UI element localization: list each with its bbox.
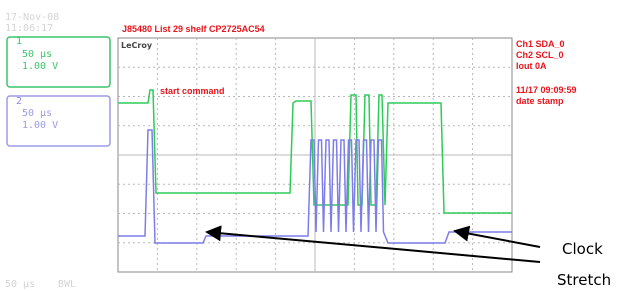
legend-item: Ch1 SDA_0	[516, 39, 565, 49]
brand: LeCroy	[121, 41, 153, 50]
channel-number: 2	[16, 96, 22, 107]
stamp: 11/17 09:09:59	[516, 85, 577, 95]
volts: 1.00 V	[22, 61, 58, 72]
legend-item: Iout 0A	[516, 61, 547, 71]
footer-timebase: 50 µs	[5, 279, 35, 290]
callout: Stretch	[557, 271, 611, 289]
volts: 1.00 V	[22, 120, 58, 131]
scope-title: J85480 List 29 shelf CP2725AC54	[122, 24, 265, 34]
callout: Clock	[562, 240, 603, 258]
timebase: 50 µs	[22, 49, 52, 60]
annotation: start command	[160, 86, 225, 96]
date: 17-Nov-08	[5, 12, 59, 23]
timebase: 50 µs	[22, 108, 52, 119]
footer-bwl: BWL	[58, 279, 76, 290]
screenshot: 17-Nov-08 11:06:17 1 50 µs 1.00 V 2 50 µ…	[0, 0, 635, 291]
channel-number: 1	[16, 36, 22, 47]
stamp-label: date stamp	[516, 96, 564, 106]
page: {"timestamp": {"date": "17-Nov-08", "tim…	[0, 0, 635, 291]
time: 11:06:17	[5, 23, 53, 34]
legend-item: Ch2 SCL_0	[516, 50, 564, 60]
